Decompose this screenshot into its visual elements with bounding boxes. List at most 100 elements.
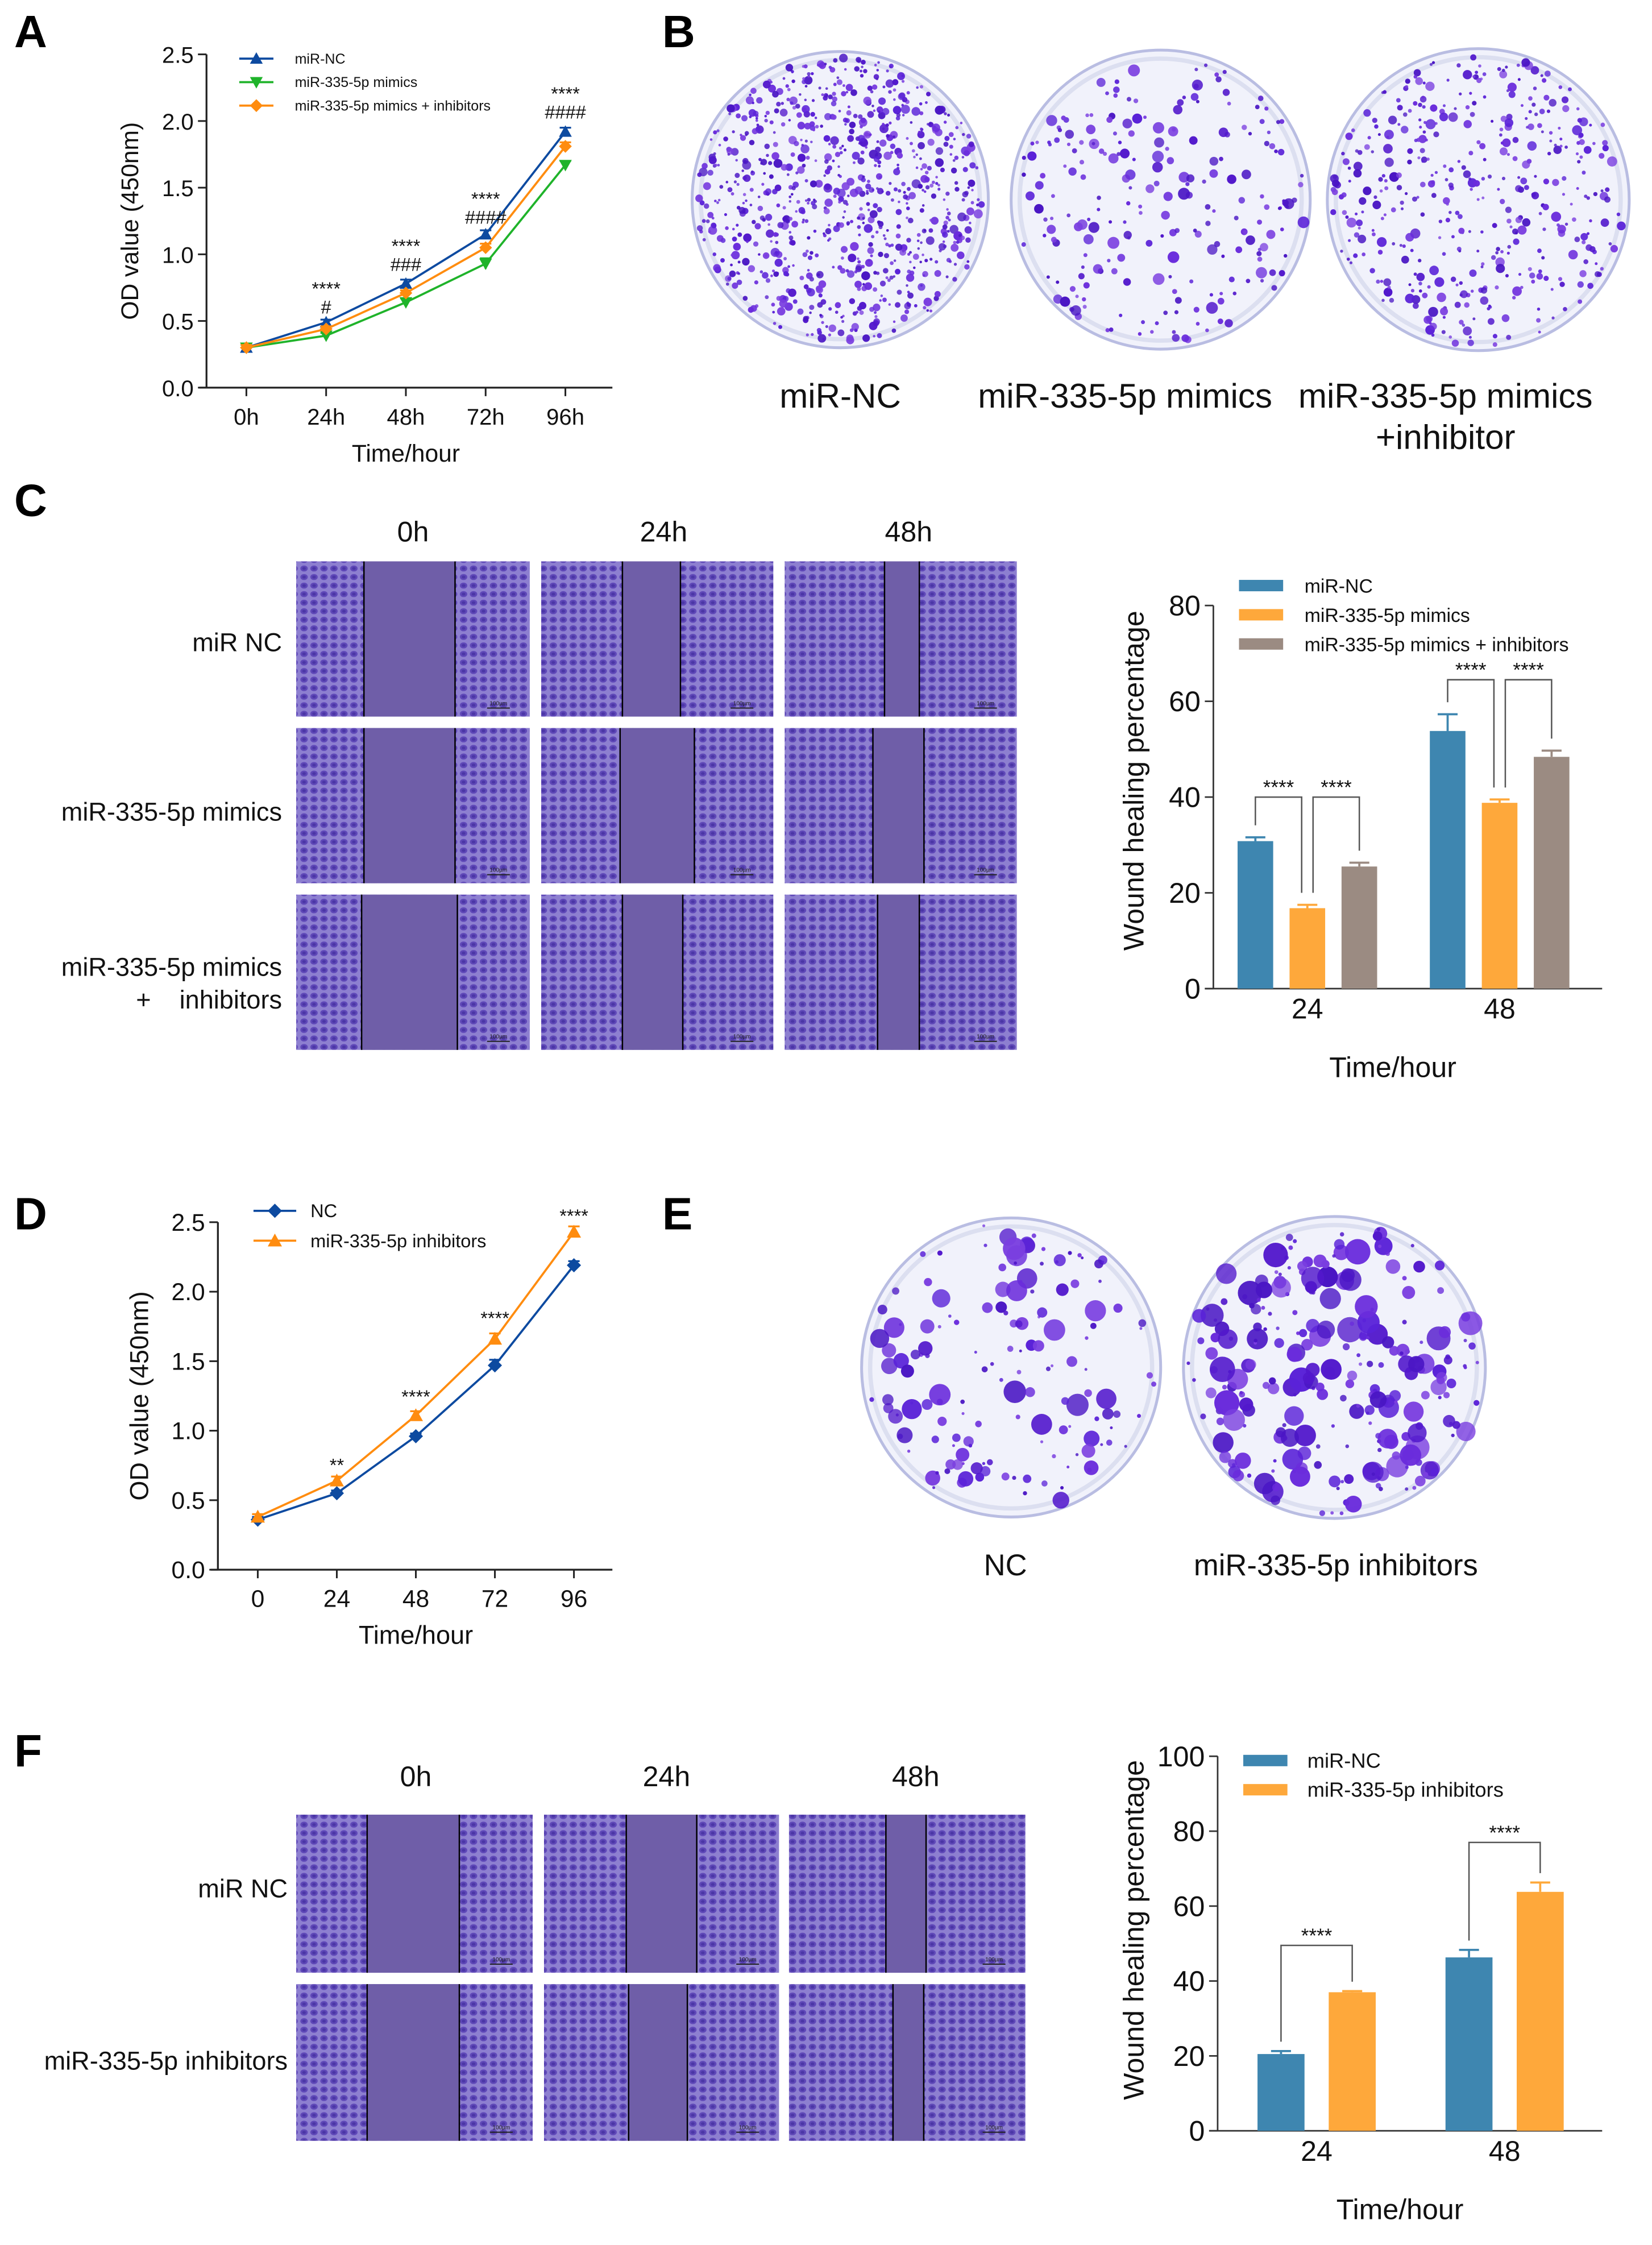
data-point-1-4 <box>567 1225 582 1238</box>
legend-label: miR-335-5p mimics + inhibitors <box>1305 634 1569 655</box>
colony <box>1163 192 1173 201</box>
colony <box>850 242 859 251</box>
x-axis-title: Time/hour <box>1329 1051 1456 1083</box>
colony <box>845 118 850 123</box>
colony <box>1481 177 1485 181</box>
colony <box>1509 225 1513 229</box>
colony <box>1386 135 1389 139</box>
colony <box>1128 130 1135 137</box>
colony <box>866 189 869 193</box>
y-tick-label: 1.5 <box>162 176 194 201</box>
colony <box>969 221 972 225</box>
x-tick-label: 48h <box>387 405 425 430</box>
colony <box>1161 210 1170 220</box>
colony <box>1347 1370 1358 1381</box>
colony <box>1317 1321 1335 1339</box>
colony <box>935 147 944 155</box>
colony <box>857 306 862 311</box>
colony <box>892 1287 899 1295</box>
colony <box>1525 117 1528 121</box>
plate-caption-nc: NC <box>984 1549 1027 1582</box>
colony <box>1468 335 1472 339</box>
colony <box>1422 130 1426 134</box>
colony <box>861 271 870 280</box>
colony <box>1193 306 1199 313</box>
colony <box>1586 196 1591 200</box>
colony <box>1367 136 1371 140</box>
colony <box>838 110 841 113</box>
bar-24-0 <box>1257 2054 1305 2131</box>
x-tick-label: 48 <box>1484 993 1516 1025</box>
error-bar <box>1459 1949 1479 1958</box>
colony <box>823 232 825 235</box>
colony <box>1094 1416 1099 1421</box>
colony <box>1463 170 1471 179</box>
colony <box>845 84 853 92</box>
colony <box>1266 230 1276 239</box>
colony <box>970 180 973 183</box>
colony <box>1429 265 1439 276</box>
colony <box>1154 137 1164 148</box>
colony <box>774 184 782 192</box>
row-label-mimics-inhibitors: miR-335-5p mimics <box>61 952 282 981</box>
colony <box>1369 268 1375 273</box>
colony <box>818 293 823 298</box>
colony <box>754 223 761 230</box>
colony <box>948 1314 952 1318</box>
colony <box>1419 126 1422 129</box>
data-point-1-3 <box>479 258 492 271</box>
colony <box>1412 1485 1417 1490</box>
colony <box>1381 298 1385 302</box>
colony <box>1016 1370 1022 1375</box>
colony <box>732 227 735 231</box>
colony <box>1434 171 1438 175</box>
colony <box>815 125 819 128</box>
colony <box>1472 317 1476 321</box>
colony <box>1189 279 1194 284</box>
colony <box>1001 1472 1010 1481</box>
colony <box>1363 109 1371 117</box>
colony <box>1330 209 1336 215</box>
colony <box>953 263 957 266</box>
bar-48-0 <box>1445 1957 1493 2131</box>
colony <box>1296 1462 1308 1475</box>
colony <box>824 169 831 175</box>
colony <box>883 1317 904 1338</box>
colony <box>1428 306 1438 317</box>
colony <box>1405 192 1408 196</box>
colony <box>1488 305 1492 309</box>
colony <box>818 280 827 288</box>
colony <box>804 139 808 143</box>
colony <box>1357 150 1363 155</box>
colony <box>1600 218 1609 227</box>
colony <box>876 69 879 72</box>
colony <box>1423 1472 1429 1478</box>
colony <box>857 257 860 260</box>
colony <box>755 126 761 132</box>
colony <box>807 236 811 240</box>
colony <box>885 190 891 196</box>
colony <box>798 207 806 214</box>
colony <box>713 130 717 135</box>
colony <box>1177 99 1184 106</box>
colony <box>1517 225 1527 235</box>
colony <box>1546 109 1551 113</box>
colony <box>1513 238 1520 245</box>
colony <box>896 152 903 159</box>
colony <box>1463 70 1472 80</box>
colony <box>867 85 873 91</box>
wound-gap <box>622 894 683 1050</box>
colony <box>882 1394 894 1406</box>
colony <box>890 143 896 150</box>
colony <box>945 275 949 279</box>
wound-image-r1-c2: 100µm <box>788 1984 1026 2141</box>
colony <box>1443 197 1450 205</box>
colony <box>1113 86 1120 93</box>
colony <box>778 325 783 329</box>
colony <box>749 93 752 97</box>
colony <box>1441 330 1446 334</box>
colony <box>897 72 905 80</box>
y-tick-label: 20 <box>1173 2040 1205 2072</box>
colony <box>882 122 885 126</box>
colony <box>1054 137 1060 143</box>
